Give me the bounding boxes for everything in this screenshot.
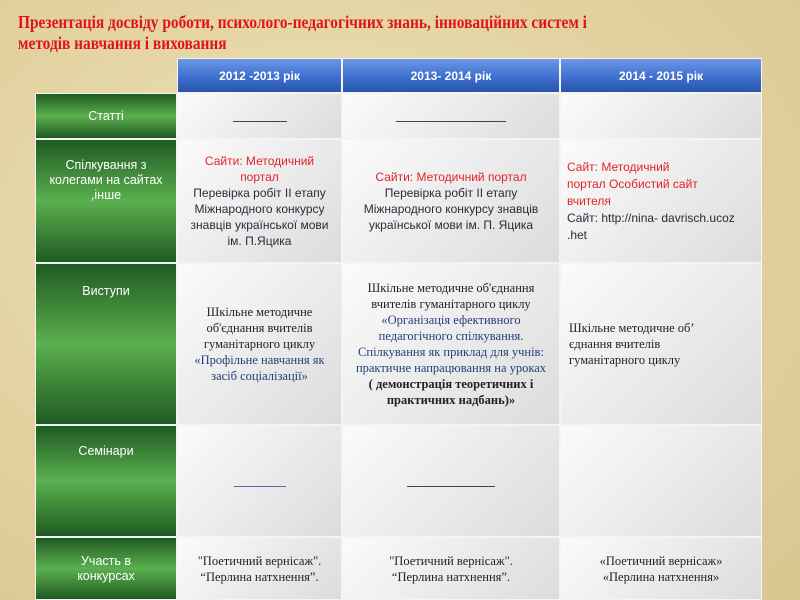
cell-speeches-1: Шкільне методичне об'єднання вчителів гу…	[177, 263, 342, 425]
cell-articles-2	[342, 93, 560, 139]
contest-name: "Поетичний вернісаж".	[197, 553, 322, 568]
topic-bold-text: ( демонстрація теоретичних і практичних …	[368, 377, 534, 407]
row-label-communication: Спілкування з колегами на сайтах ,інше	[35, 139, 177, 263]
contest-name: «Поетичний вернісаж»	[599, 553, 723, 568]
cell-communication-1: Сайти: Методичний портал Перевірка робіт …	[177, 139, 342, 263]
cell-text: Шкільне методичне об'єднання вчителів гу…	[367, 281, 535, 311]
cell-speeches-2: Шкільне методичне об'єднання вчителів гу…	[342, 263, 560, 425]
cell-contests-1: "Поетичний вернісаж". “Перлина натхнення”…	[177, 537, 342, 600]
contest-name: “Перлина натхнення”.	[200, 569, 319, 584]
row-label-contests: Участь в конкурсах	[35, 537, 177, 600]
cell-text: Перевірка робіт ІІ етапу Міжнародного ко…	[190, 186, 329, 248]
slide-title: Презентація досвіду роботи, психолого-пе…	[18, 12, 587, 53]
sites-text: Сайти: Методичний портал	[375, 170, 527, 184]
cell-communication-2: Сайти: Методичний портал Перевірка робіт …	[342, 139, 560, 263]
cell-seminars-3	[560, 425, 762, 537]
empty-dash	[407, 485, 495, 487]
empty-dash	[233, 485, 286, 487]
cell-speeches-3: Шкільне методичне об’ єднання вчителів г…	[560, 263, 762, 425]
website-link[interactable]: Сайт: http://nina- davrisch.ucoz .het	[567, 210, 735, 242]
row-label-seminars: Семінари	[35, 425, 177, 537]
header-2013-2014: 2013- 2014 рік	[342, 58, 560, 93]
cell-articles-3	[560, 93, 762, 139]
cell-text: Шкільне методичне об'єднання вчителів гу…	[203, 305, 316, 351]
empty-dash	[396, 120, 506, 122]
cell-seminars-2	[342, 425, 560, 537]
cell-text: Перевірка робіт ІІ етапу Міжнародного ко…	[363, 186, 539, 232]
contest-name: «Перлина натхнення»	[602, 569, 720, 584]
header-2012-2013: 2012 -2013 рік	[177, 58, 342, 93]
empty-dash	[232, 120, 287, 122]
cell-seminars-1	[177, 425, 342, 537]
cell-articles-1	[177, 93, 342, 139]
row-label-speeches: Виступи	[35, 263, 177, 425]
row-label-articles: Статті	[35, 93, 177, 139]
sites-text: Сайти: Методичний портал	[204, 154, 315, 184]
contest-name: "Поетичний вернісаж".	[389, 553, 513, 568]
sites-text: Сайт: Методичний портал Особистий сайт в…	[567, 159, 698, 208]
cell-contests-3: «Поетичний вернісаж» «Перлина натхнення»	[560, 537, 762, 600]
cell-communication-3: Сайт: Методичний портал Особистий сайт в…	[560, 139, 762, 263]
header-2014-2015: 2014 - 2015 рік	[560, 58, 762, 93]
cell-text: Шкільне методичне об’ єднання вчителів г…	[569, 321, 694, 367]
contest-name: “Перлина натхнення”.	[391, 569, 511, 584]
topic-text: «Профільне навчання як засіб соціалізаці…	[194, 353, 325, 383]
cell-contests-2: "Поетичний вернісаж". “Перлина натхнення”…	[342, 537, 560, 600]
topic-text: «Організація ефективного педагогічного с…	[355, 313, 547, 375]
